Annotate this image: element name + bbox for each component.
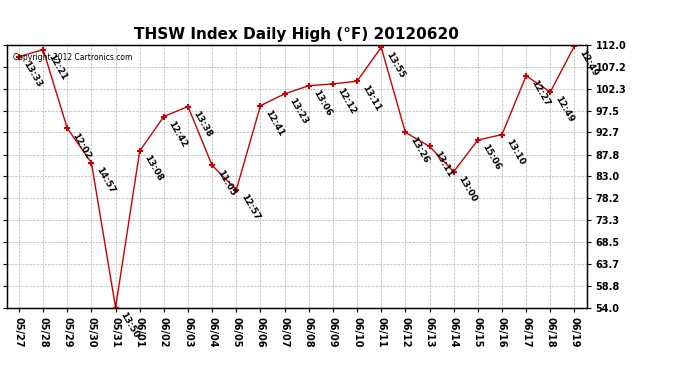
Text: 13:08: 13:08 <box>143 154 164 183</box>
Title: THSW Index Daily High (°F) 20120620: THSW Index Daily High (°F) 20120620 <box>135 27 459 42</box>
Text: 13:23: 13:23 <box>288 97 310 126</box>
Text: 12:42: 12:42 <box>167 119 189 148</box>
Text: 15:06: 15:06 <box>481 143 502 172</box>
Text: 12:02: 12:02 <box>70 131 92 160</box>
Text: 14:57: 14:57 <box>95 165 117 195</box>
Text: 13:38: 13:38 <box>191 110 213 139</box>
Text: 13:33: 13:33 <box>22 60 44 89</box>
Text: 12:49: 12:49 <box>578 49 600 78</box>
Text: 13:10: 13:10 <box>505 137 526 166</box>
Text: 13:26: 13:26 <box>408 135 431 164</box>
Text: 13:11: 13:11 <box>433 149 455 178</box>
Text: 11:05: 11:05 <box>215 168 237 197</box>
Text: 13:06: 13:06 <box>312 88 333 118</box>
Text: 12:57: 12:57 <box>239 193 262 222</box>
Text: 12:49: 12:49 <box>553 95 575 124</box>
Text: 13:00: 13:00 <box>457 174 478 204</box>
Text: 13:55: 13:55 <box>384 50 406 80</box>
Text: 13:50: 13:50 <box>119 310 140 339</box>
Text: 12:21: 12:21 <box>46 52 68 82</box>
Text: Copyright 2012 Cartronics.com: Copyright 2012 Cartronics.com <box>12 53 132 62</box>
Text: 12:12: 12:12 <box>336 87 358 116</box>
Text: 12:27: 12:27 <box>529 78 551 108</box>
Text: 12:41: 12:41 <box>264 108 286 138</box>
Text: 13:11: 13:11 <box>360 84 382 113</box>
